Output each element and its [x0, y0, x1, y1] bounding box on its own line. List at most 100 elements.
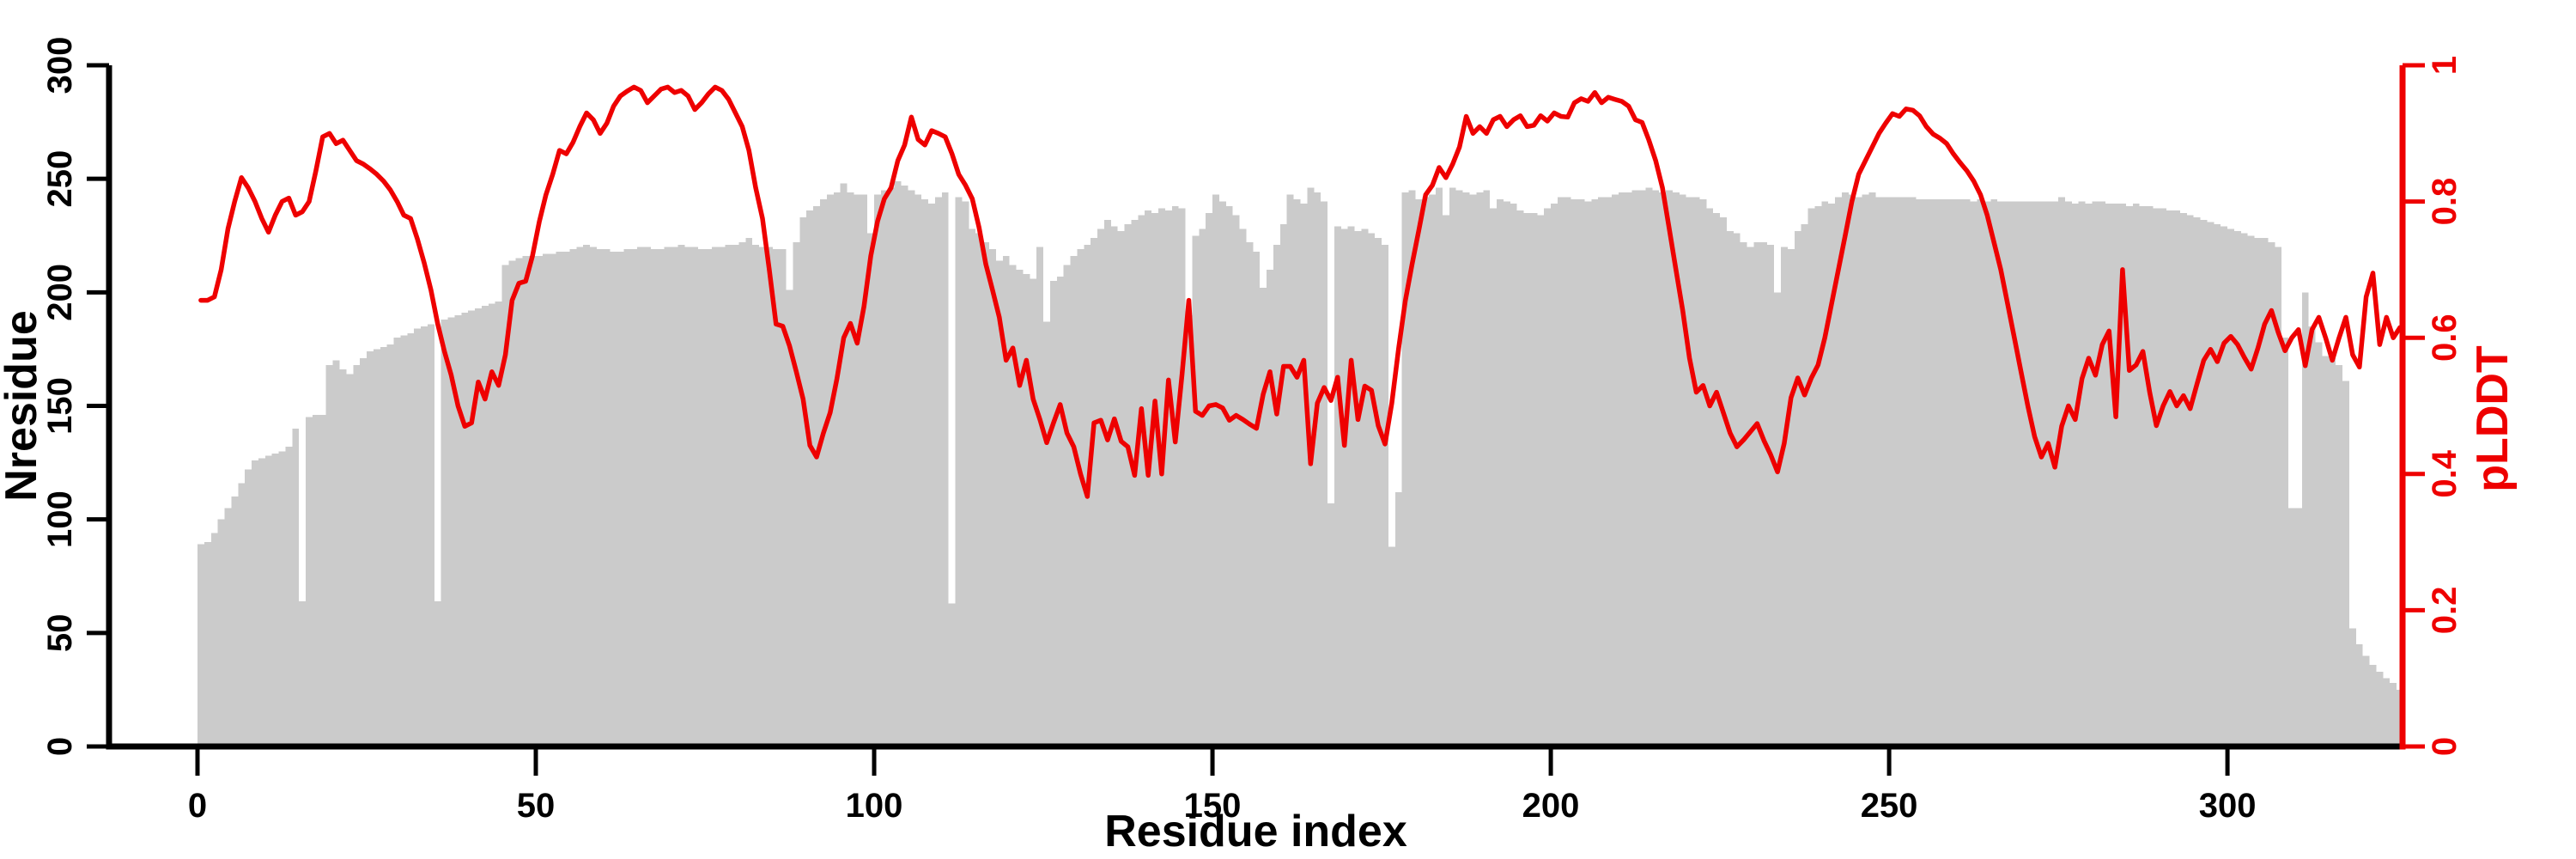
right-axis-title: pLDDT [2468, 345, 2518, 492]
nresidue-bar [2200, 219, 2208, 746]
nresidue-bar [481, 306, 489, 746]
nresidue-bar [1158, 208, 1165, 746]
nresidue-bar [386, 344, 394, 746]
nresidue-bar [1875, 197, 1883, 746]
nresidue-bar [637, 247, 645, 747]
nresidue-bar [1354, 230, 1362, 747]
nresidue-bar [2004, 201, 2011, 747]
nresidue-bar [995, 260, 1003, 747]
nresidue-bar [955, 197, 963, 746]
nresidue-bar [2166, 210, 2174, 747]
plddt-line [198, 84, 2403, 499]
nresidue-bar [1862, 194, 1869, 747]
left-tick-label: 150 [41, 377, 79, 435]
nresidue-bar [1422, 197, 1430, 746]
nresidue-bar [1970, 201, 1978, 747]
nresidue-bar [1286, 194, 1294, 747]
nresidue-bar [224, 508, 232, 746]
nresidue-bar [1070, 256, 1078, 746]
nresidue-bar [2173, 210, 2180, 747]
nresidue-bar [1408, 190, 1416, 746]
nresidue-bar [2240, 233, 2248, 746]
nresidue-bar [2301, 292, 2309, 747]
nresidue-bar [332, 360, 340, 746]
nresidue-bar [1753, 242, 1761, 746]
nresidue-bar [1030, 278, 1037, 747]
nresidue-bar [2153, 208, 2160, 746]
nresidue-bar [1835, 197, 1842, 746]
nresidue-bar [752, 244, 760, 746]
nresidue-bar [1138, 215, 1145, 746]
nresidue-bar [671, 247, 678, 747]
nresidue-bar [360, 357, 368, 746]
nresidue-bar [914, 194, 922, 747]
nresidue-bar [1923, 198, 1930, 746]
nresidue-bar [1699, 198, 1707, 746]
nresidue-bar [1103, 219, 1111, 746]
nresidue-bar [204, 542, 211, 746]
nresidue-bar [197, 544, 204, 746]
nresidue-bar [238, 483, 246, 746]
nresidue-bar [373, 349, 380, 746]
nresidue-bar [2336, 364, 2343, 746]
nresidue-bar [1009, 265, 1017, 746]
nresidue-bar [847, 192, 854, 746]
right-tick-label: 0.2 [2426, 587, 2464, 635]
nresidue-bar [664, 247, 671, 747]
nresidue-bar [1239, 228, 1247, 746]
nresidue-bar [312, 415, 319, 746]
nresidue-bar [1110, 226, 1118, 746]
nresidue-bar [231, 497, 239, 746]
nresidue-bar [245, 469, 252, 746]
nresidue-bar [475, 308, 482, 746]
nresidue-bar [2051, 201, 2059, 747]
nresidue-bar [1097, 228, 1104, 746]
nresidue-bar [427, 324, 434, 746]
nresidue-bar [1787, 249, 1795, 746]
nresidue-bar [217, 519, 225, 746]
nresidue-bar [826, 194, 834, 747]
nresidue-bar [1382, 244, 1388, 746]
nresidue-bar [1293, 198, 1301, 746]
nresidue-bar [1490, 208, 1498, 746]
nresidue-bar [1936, 198, 1944, 746]
nresidue-bar [617, 251, 624, 746]
nresidue-bar [1950, 198, 1957, 746]
nresidue-bar [657, 249, 665, 746]
nresidue-bar [1997, 201, 2005, 747]
nresidue-bar [407, 332, 415, 746]
nresidue-bar [2031, 201, 2038, 747]
nresidue-bar [1462, 192, 1470, 746]
nresidue-bar [887, 187, 895, 747]
nresidue-bar [1855, 197, 1862, 746]
nresidue-bar [1394, 491, 1402, 746]
nresidue-bar [2348, 628, 2356, 746]
nresidue-bar [2038, 201, 2045, 747]
nresidue-bar [549, 253, 556, 746]
nresidue-bar [1340, 228, 1348, 746]
nresidue-bar [698, 249, 706, 746]
nresidue-bar [1760, 242, 1768, 746]
nresidue-bar [644, 247, 651, 747]
nresidue-bar [1212, 194, 1219, 747]
nresidue-bar [2017, 201, 2025, 747]
nresidue-bar [1537, 215, 1545, 746]
nresidue-bar [867, 233, 875, 746]
nresidue-bar [759, 247, 766, 747]
nresidue-bar [536, 256, 543, 746]
nresidue-bar [1794, 230, 1801, 747]
nresidue-bar [806, 210, 814, 747]
nresidue-bar [2369, 664, 2377, 746]
nresidue-bar [1631, 190, 1639, 746]
nresidue-bar [630, 249, 638, 746]
nresidue-bar [1821, 201, 1829, 747]
nresidue-bar [292, 428, 300, 746]
nresidue-bar [1909, 197, 1917, 746]
nresidue-bar [2207, 222, 2215, 746]
nresidue-bar [901, 186, 908, 747]
nresidue-bar [819, 198, 827, 746]
nresidue-bar [1807, 208, 1815, 746]
nresidue-bar [2044, 201, 2052, 747]
nresidue-bar [1564, 197, 1571, 746]
nresidue-bar [495, 301, 502, 746]
